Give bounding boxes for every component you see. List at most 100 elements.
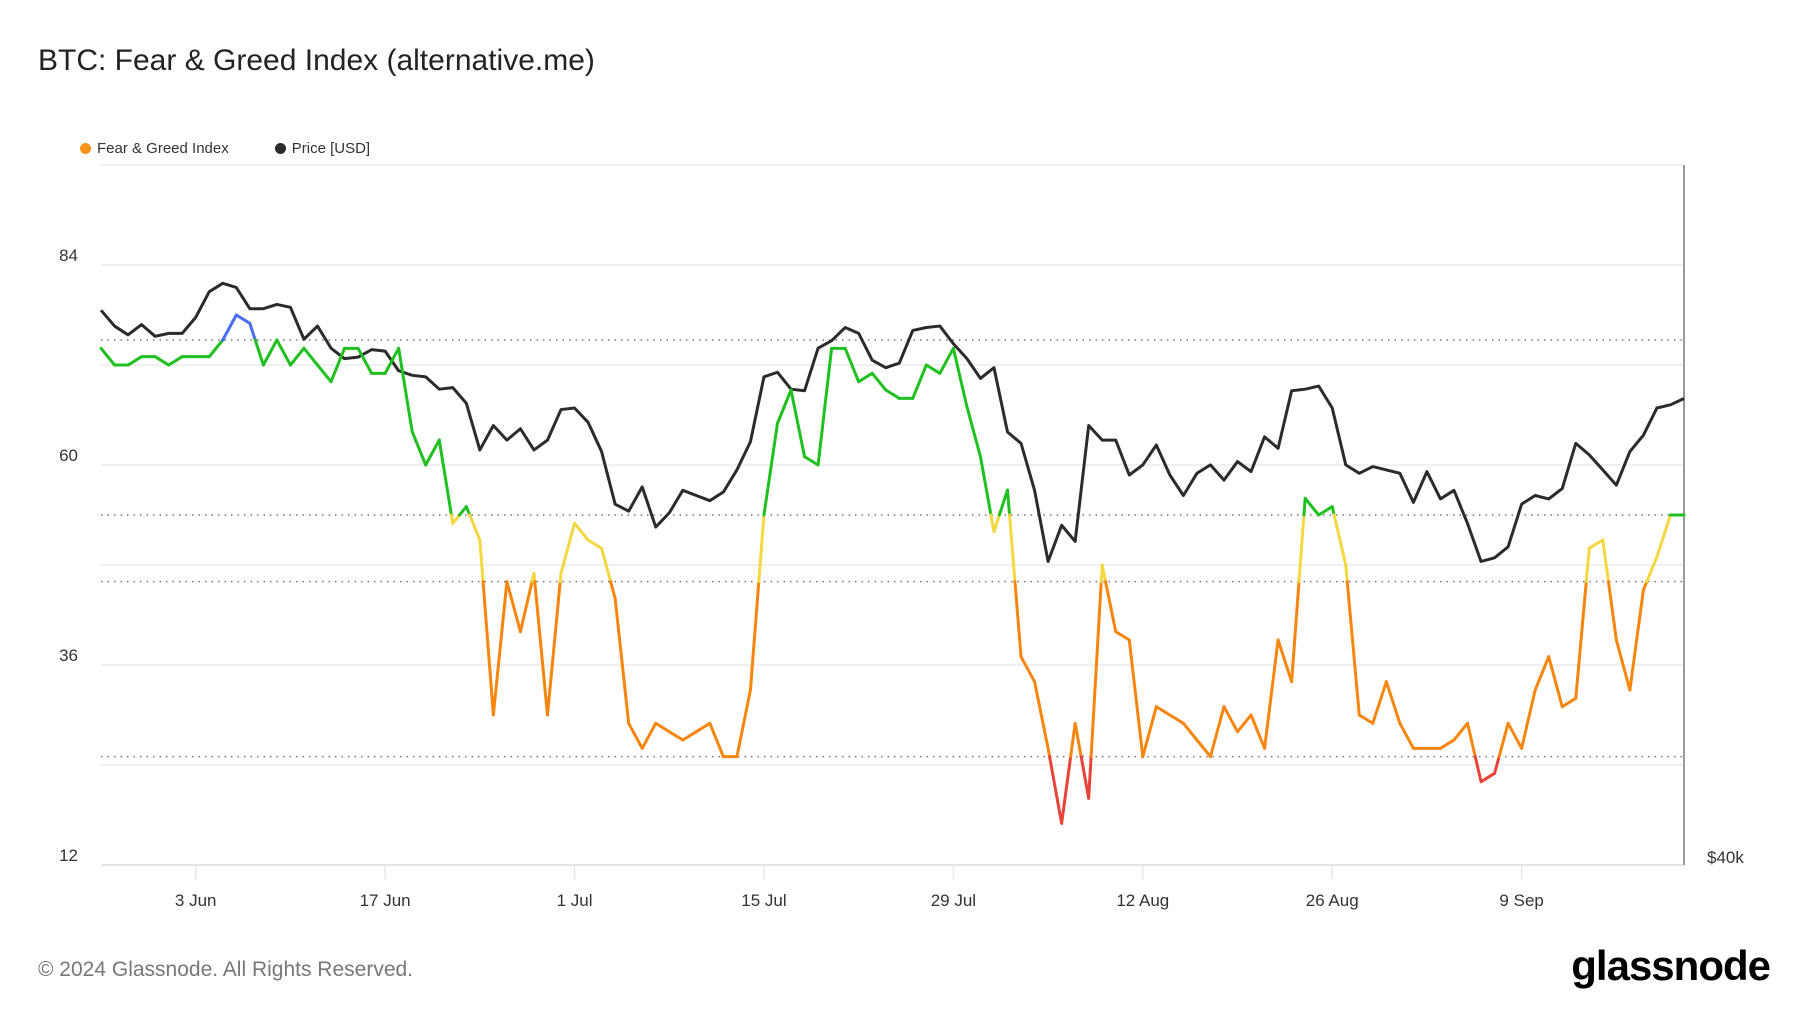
fear-greed-segment (609, 580, 617, 600)
fear-greed-segment (559, 521, 577, 575)
fear-greed-segment (1100, 563, 1108, 584)
fear-greed-segment (600, 546, 613, 584)
fear-greed-segment (153, 355, 171, 367)
fear-greed-segment (533, 580, 549, 717)
fear-greed-segment (1520, 688, 1537, 750)
fear-greed-segment (1087, 755, 1093, 800)
fear-greed-segment (1302, 496, 1307, 517)
fear-greed-segment (1587, 538, 1605, 550)
fear-greed-segment (1560, 696, 1578, 709)
fear-greed-segment (1645, 555, 1659, 584)
fear-greed-segment (775, 388, 793, 425)
fear-greed-segment (924, 363, 942, 375)
fear-greed-segment (424, 438, 441, 467)
fear-greed-segment (126, 355, 144, 367)
legend-label-price: Price [USD] (291, 140, 371, 157)
legend: Fear & Greed Index Price [USD] (80, 140, 370, 157)
fear-greed-segment (1601, 538, 1610, 584)
fear-greed-segment (356, 346, 374, 375)
fear-greed-segment (167, 355, 184, 367)
fear-greed-segment (1317, 505, 1334, 517)
fear-greed-segment (870, 371, 888, 392)
fear-greed-segment (1497, 721, 1510, 759)
fear-greed-segment (288, 346, 306, 367)
fear-greed-segment (1249, 713, 1267, 750)
fear-greed-segment (1584, 546, 1591, 584)
fear-greed-segment (1290, 580, 1301, 684)
fear-greed-segment (1384, 680, 1402, 725)
fear-greed-segment (735, 688, 752, 759)
y-right-tick-label: $40k (1707, 848, 1744, 867)
fear-greed-segment (1079, 755, 1091, 800)
fear-greed-segment (248, 321, 257, 342)
fear-greed-segment (1466, 721, 1477, 759)
fear-greed-segment (1104, 580, 1118, 634)
fear-greed-segment (518, 580, 534, 634)
fear-greed-segment (843, 346, 861, 384)
fear-greed-segment (911, 363, 928, 400)
x-tick-label: 29 Jul (931, 891, 976, 910)
y-tick-label: 60 (59, 446, 78, 465)
legend-dot-fear-greed (80, 143, 91, 154)
fear-greed-segment (1655, 513, 1672, 559)
fear-greed-segment (762, 421, 779, 517)
fear-greed-segment (1344, 563, 1349, 584)
fear-greed-segment (1345, 580, 1361, 717)
fear-greed-segment (410, 430, 428, 467)
copyright: © 2024 Glassnode. All Rights Reserved. (38, 958, 414, 981)
fear-greed-segment (1371, 680, 1388, 725)
fear-greed-segment (1506, 721, 1524, 750)
fear-greed-segment (708, 721, 725, 759)
fear-greed-segment (234, 313, 252, 325)
fear-greed-segment (1127, 638, 1145, 759)
fear-greed-segment (221, 313, 238, 342)
fear-greed-segment (978, 455, 993, 517)
fear-greed-segment (545, 580, 562, 717)
x-tick-label: 1 Jul (557, 891, 593, 910)
fear-greed-segment (302, 346, 319, 367)
fear-greed-segment (1181, 721, 1199, 742)
fear-greed-segment (1154, 705, 1172, 717)
legend-dot-price (274, 143, 286, 154)
fear-greed-segment (1222, 705, 1240, 734)
fear-greed-segment (207, 338, 225, 359)
fear-greed-segment (694, 721, 712, 734)
fear-greed-segment (573, 521, 590, 542)
fear-greed-segment (1398, 721, 1415, 750)
fear-greed-segment (397, 346, 414, 434)
fear-greed-segment (1069, 721, 1077, 759)
legend-item-price[interactable]: Price [USD] (274, 140, 371, 157)
fear-greed-segment (1479, 771, 1497, 784)
fear-greed-segment (261, 338, 279, 367)
price-line (99, 281, 1685, 563)
fear-greed-segment (253, 338, 265, 367)
fear-greed-segment (1452, 721, 1470, 742)
fear-greed-segment (1168, 713, 1185, 725)
fear-greed-segment (748, 580, 761, 692)
legend-label-fear-greed: Fear & Greed Index (97, 140, 229, 157)
fear-greed-segment (992, 513, 1001, 534)
x-tick-label: 26 Aug (1306, 891, 1359, 910)
fear-greed-segment (640, 721, 658, 750)
fear-greed-segment (1006, 488, 1012, 517)
fear-greed-segment (1473, 755, 1483, 784)
fear-greed-segment (654, 721, 671, 734)
fear-greed-segment (437, 438, 453, 517)
fear-greed-segment (99, 346, 117, 367)
legend-item-fear-greed[interactable]: Fear & Greed Index (80, 140, 229, 157)
fear-greed-segment (681, 730, 698, 742)
fear-greed-segment (1628, 588, 1645, 692)
fear-greed-segment (1141, 705, 1158, 759)
fear-greed-segment (613, 596, 631, 725)
fear-greed-segment (491, 580, 509, 717)
fear-greed-segment (997, 488, 1010, 517)
fear-greed-segment (1263, 638, 1280, 750)
x-tick-label: 12 Aug (1116, 891, 1169, 910)
fear-greed-segment (329, 346, 347, 384)
fear-greed-segment (1008, 513, 1017, 584)
fear-greed-segment (803, 455, 820, 467)
fear-greed-segment (478, 538, 485, 584)
fear-greed-segment (1276, 638, 1294, 684)
fear-greed-segment (884, 388, 901, 400)
